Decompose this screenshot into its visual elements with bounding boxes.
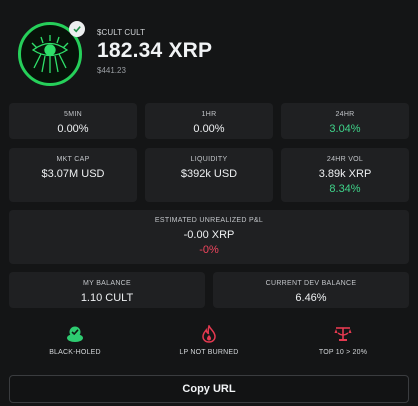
status-label: TOP 10 > 20% bbox=[318, 349, 368, 356]
stat-change: 8.34% bbox=[329, 183, 361, 195]
black-hole-check-icon bbox=[15, 324, 135, 344]
balance-label: MY BALANCE bbox=[83, 280, 131, 287]
stat-value: $3.07M USD bbox=[41, 168, 105, 180]
stat-label: 1HR bbox=[201, 111, 217, 118]
stat-label: LIQUIDITY bbox=[190, 156, 228, 163]
stat-label: MKT CAP bbox=[56, 156, 90, 163]
token-usd-value: $441.23 bbox=[97, 66, 126, 75]
token-logo bbox=[18, 21, 85, 86]
token-ticker: $CULT CULT bbox=[97, 28, 146, 37]
stat-label: 24HR VOL bbox=[326, 156, 364, 163]
stat-value: 3.89k XRP bbox=[318, 168, 372, 180]
status-black-holed: BLACK-HOLED bbox=[15, 324, 135, 356]
token-amount: 182.34 XRP bbox=[97, 39, 213, 62]
scale-icon bbox=[283, 324, 403, 344]
dev-balance: CURRENT DEV BALANCE 6.46% bbox=[213, 272, 409, 308]
copy-url-button[interactable]: Copy URL bbox=[9, 375, 409, 403]
my-balance: MY BALANCE 1.10 CULT bbox=[9, 272, 205, 308]
token-header: $CULT CULT 182.34 XRP $441.23 bbox=[18, 21, 408, 92]
stat-1hr: 1HR 0.00% bbox=[145, 103, 273, 139]
stat-value: 0.00% bbox=[193, 123, 225, 135]
pnl-percent: -0% bbox=[199, 244, 219, 256]
balance-value: 6.46% bbox=[295, 292, 327, 304]
verified-check-icon bbox=[69, 21, 85, 37]
balance-label: CURRENT DEV BALANCE bbox=[265, 280, 357, 287]
stat-label: 5MIN bbox=[64, 111, 82, 118]
stat-label: 24HR bbox=[335, 111, 355, 118]
pnl-value: -0.00 XRP bbox=[183, 229, 235, 241]
status-lp-not-burned: LP NOT BURNED bbox=[149, 324, 269, 356]
stat-5min: 5MIN 0.00% bbox=[9, 103, 137, 139]
status-label: BLACK-HOLED bbox=[49, 349, 101, 356]
pnl-panel: ESTIMATED UNREALIZED P&L -0.00 XRP -0% bbox=[9, 210, 409, 264]
balance-value: 1.10 CULT bbox=[80, 292, 134, 304]
flame-icon bbox=[149, 324, 269, 344]
pnl-label: ESTIMATED UNREALIZED P&L bbox=[154, 217, 264, 224]
stat-value: 3.04% bbox=[329, 123, 361, 135]
stat-24hr: 24HR 3.04% bbox=[281, 103, 409, 139]
stat-value: $392k USD bbox=[180, 168, 238, 180]
stat-mkt-cap: MKT CAP $3.07M USD bbox=[9, 148, 137, 202]
stat-24hr-vol: 24HR VOL 3.89k XRP 8.34% bbox=[281, 148, 409, 202]
status-top10: TOP 10 > 20% bbox=[283, 324, 403, 356]
stat-liquidity: LIQUIDITY $392k USD bbox=[145, 148, 273, 202]
status-label: LP NOT BURNED bbox=[179, 349, 239, 356]
stat-value: 0.00% bbox=[57, 123, 89, 135]
cult-eye-icon bbox=[31, 35, 69, 73]
